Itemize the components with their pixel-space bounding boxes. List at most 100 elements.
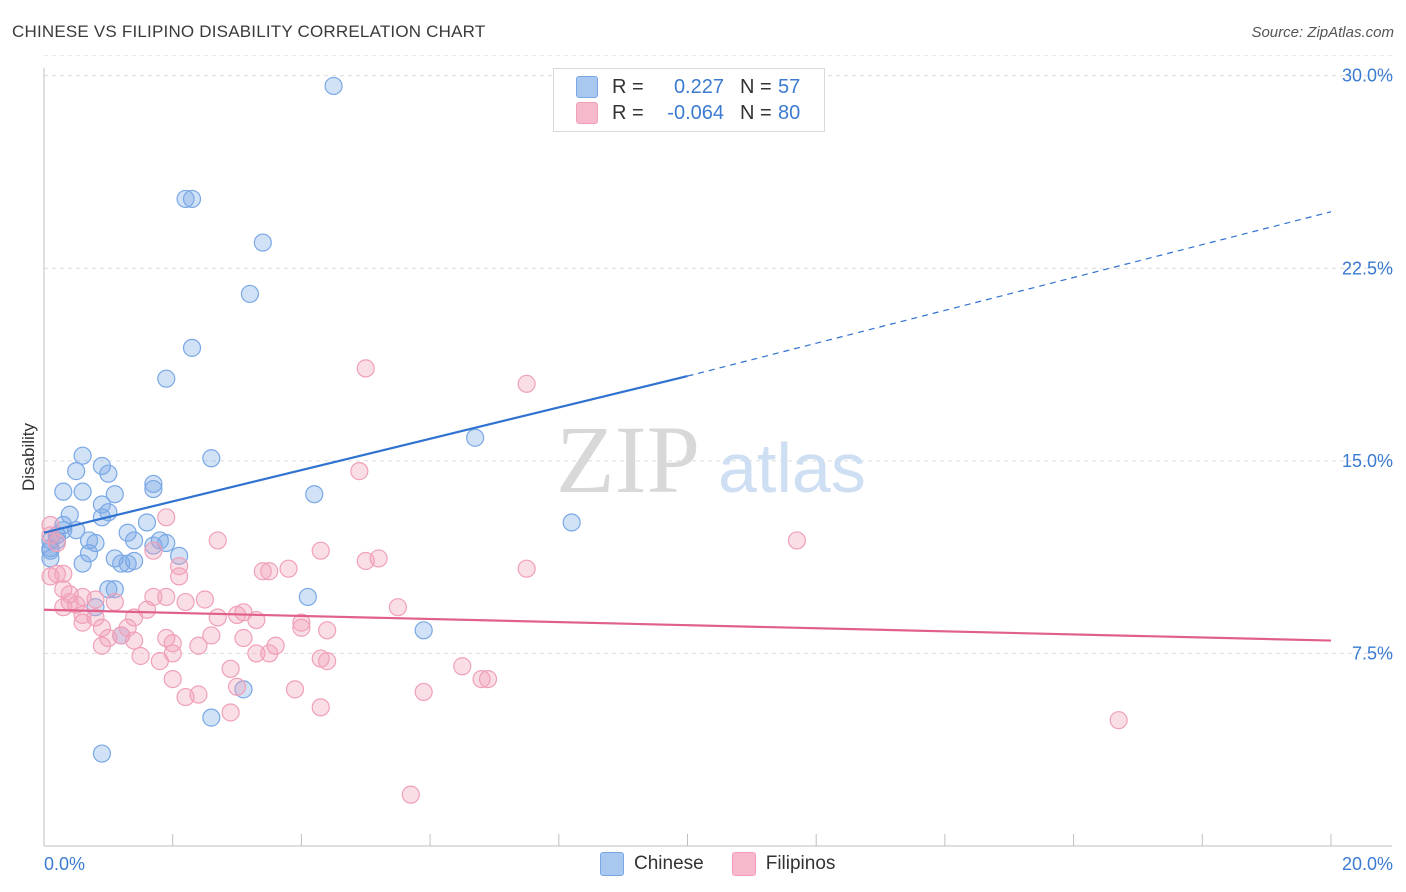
legend-n-label: N =: [740, 101, 772, 124]
data-point: [253, 562, 272, 581]
legend-n-value: 80: [778, 101, 801, 124]
data-point: [517, 559, 536, 578]
data-point: [453, 657, 472, 676]
data-point: [73, 446, 92, 465]
data-point: [92, 744, 112, 763]
watermark-atlas: atlas: [718, 429, 866, 507]
legend-r-label: R =: [612, 101, 644, 124]
data-point: [150, 652, 169, 671]
data-point: [292, 613, 311, 632]
series-chinese: [41, 76, 581, 763]
y-tick-label: 30.0%: [1342, 66, 1393, 86]
y-tick-label: 22.5%: [1342, 258, 1393, 278]
data-point: [92, 618, 112, 637]
series-filipinos: [41, 359, 1128, 804]
data-point: [318, 621, 337, 640]
grid-lines: [44, 55, 1392, 654]
data-point: [163, 669, 182, 689]
data-point: [208, 531, 227, 550]
data-point: [86, 533, 105, 553]
data-point: [202, 449, 221, 468]
data-point: [41, 549, 60, 568]
data-point: [562, 513, 581, 532]
data-point: [388, 598, 408, 617]
y-tick-label: 15.0%: [1342, 451, 1393, 471]
data-point: [279, 559, 298, 578]
legend-n-value: 57: [778, 75, 801, 98]
data-point: [247, 644, 266, 663]
data-point: [124, 531, 144, 550]
data-point: [73, 613, 92, 632]
data-point: [92, 636, 112, 655]
x-tick-label: 0.0%: [44, 854, 85, 874]
data-point: [163, 634, 182, 653]
legend-swatch-filipinos: [576, 102, 598, 124]
data-point: [170, 557, 189, 576]
data-point: [356, 359, 375, 378]
legend-r-value: -0.064: [667, 101, 724, 124]
legend-label-filipinos: Filipinos: [765, 853, 836, 874]
y-axis-label: Disability: [19, 422, 38, 491]
data-point: [478, 669, 498, 689]
data-point: [350, 462, 369, 481]
legend-label-chinese: Chinese: [634, 853, 704, 874]
data-point: [305, 485, 324, 504]
data-point: [260, 644, 279, 663]
data-point: [144, 541, 163, 560]
data-point: [99, 464, 118, 483]
data-point: [318, 652, 337, 671]
data-point: [54, 564, 73, 583]
data-point: [137, 513, 157, 532]
legend-swatch-chinese: [600, 852, 624, 876]
data-point: [472, 669, 491, 689]
data-point: [260, 562, 279, 581]
data-point: [170, 546, 189, 565]
data-point: [221, 659, 240, 678]
x-tick-label: 20.0%: [1342, 854, 1393, 874]
data-point: [176, 592, 195, 612]
data-point: [144, 536, 163, 555]
data-point: [311, 698, 330, 717]
data-point: [311, 541, 330, 560]
data-point: [292, 618, 311, 637]
data-point: [517, 374, 536, 393]
data-point: [105, 485, 124, 504]
data-point: [195, 590, 214, 609]
data-point: [414, 682, 433, 702]
legend-item-filipinos[interactable]: Filipinos: [731, 852, 836, 876]
data-point: [221, 703, 240, 722]
tick-labels: 7.5% 15.0% 22.5% 30.0% 0.0% 20.0%: [44, 66, 1393, 874]
data-point: [105, 580, 124, 599]
data-point: [234, 628, 253, 648]
trend-layer: [43, 211, 1332, 642]
data-point: [54, 482, 73, 501]
data-point: [79, 544, 99, 563]
data-point: [253, 233, 272, 252]
data-point: [73, 482, 92, 501]
data-point: [131, 646, 150, 666]
data-point: [60, 505, 79, 524]
data-point: [124, 608, 144, 627]
data-point: [1109, 711, 1128, 730]
data-point: [240, 284, 260, 304]
legend-box: R = 0.227 N = 57 R = -0.064 N = 80: [553, 68, 825, 132]
data-point: [176, 189, 195, 209]
watermark: ZIP atlas: [556, 406, 866, 513]
data-point: [414, 621, 433, 640]
data-point: [170, 567, 189, 586]
legend-r-value: 0.227: [673, 75, 724, 98]
data-point: [73, 605, 92, 625]
trend-line-extension: [687, 211, 1332, 377]
y-tick-label: 7.5%: [1352, 643, 1393, 663]
data-point: [466, 428, 485, 447]
data-point: [202, 626, 221, 645]
data-point: [54, 598, 73, 617]
data-point: [73, 554, 92, 573]
data-point: [124, 551, 144, 571]
data-point: [401, 785, 420, 804]
data-point: [324, 76, 343, 96]
legend-item-chinese[interactable]: Chinese: [600, 852, 704, 876]
watermark-zip: ZIP: [556, 406, 700, 513]
data-point: [182, 189, 202, 209]
